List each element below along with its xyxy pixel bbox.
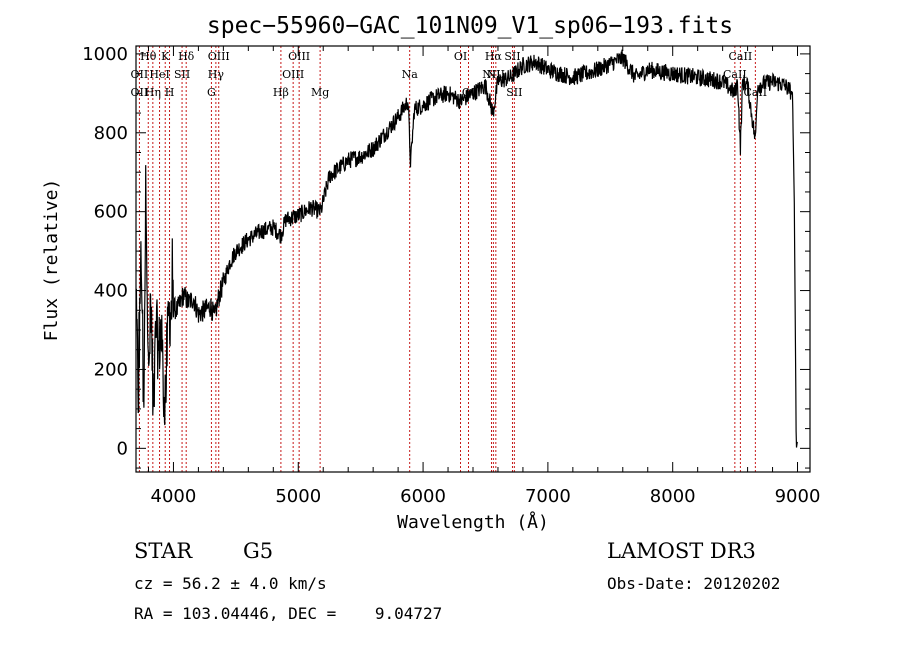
chart-title: spec−55960−GAC_101N09_V1_sp06−193.fits bbox=[207, 13, 733, 39]
y-axis-label: Flux (relative) bbox=[41, 179, 62, 342]
y-tick-label: 800 bbox=[94, 123, 128, 144]
spectral-line-label: CaII bbox=[743, 86, 767, 99]
spectral-line-label: Hθ bbox=[140, 50, 157, 63]
object-subclass: G5 bbox=[243, 539, 273, 563]
spectral-line-label: CaII bbox=[723, 68, 747, 81]
spectral-line-label: CaII bbox=[729, 50, 753, 63]
spectral-line-label: H bbox=[165, 86, 175, 99]
spectral-line-label: K bbox=[161, 50, 170, 63]
y-tick-label: 1000 bbox=[82, 44, 128, 65]
y-tick-label: 200 bbox=[94, 359, 128, 380]
spectral-line-markers bbox=[138, 46, 756, 472]
spectral-line-label: NII bbox=[482, 68, 500, 81]
spectral-line-label: Hβ bbox=[273, 86, 289, 99]
spectral-line-label: OIII bbox=[288, 50, 310, 63]
survey-name: LAMOST DR3 bbox=[607, 539, 756, 563]
spectral-line-label: Mg bbox=[311, 86, 329, 99]
spectral-line-label: Hγ bbox=[208, 68, 225, 81]
x-tick-label: 7000 bbox=[525, 486, 571, 507]
y-axis-ticks: 0 200 400 600 800 1000 bbox=[82, 44, 810, 469]
obs-date: Obs-Date: 20120202 bbox=[607, 574, 780, 593]
x-tick-label: 4000 bbox=[151, 486, 197, 507]
spectral-line-label: SII bbox=[506, 86, 522, 99]
x-tick-label: 8000 bbox=[650, 486, 696, 507]
spectral-line-label: Hη bbox=[145, 86, 161, 99]
spectral-line-label: Na bbox=[402, 68, 419, 81]
spectral-line-label: G bbox=[207, 86, 216, 99]
y-tick-label: 600 bbox=[94, 202, 128, 223]
spectral-line-label: OIII bbox=[208, 50, 230, 63]
coordinates: RA = 103.04446, DEC = 9.04727 bbox=[134, 604, 442, 623]
plot-frame bbox=[135, 45, 811, 473]
spectral-line-label: OII bbox=[131, 86, 149, 99]
y-tick-label: 400 bbox=[94, 281, 128, 302]
spectral-line-label: OI bbox=[454, 50, 467, 63]
spectral-line-label: Hδ bbox=[178, 50, 195, 63]
spectral-line-label: Hα bbox=[485, 50, 503, 63]
spectral-line-label: OIII bbox=[282, 68, 304, 81]
object-class: STAR bbox=[134, 539, 193, 563]
x-axis-label: Wavelength (Å) bbox=[397, 511, 549, 533]
spectrum-line bbox=[135, 49, 798, 448]
spectral-line-label: SII bbox=[504, 50, 520, 63]
x-axis-ticks: 4000 5000 6000 7000 8000 9000 bbox=[147, 46, 821, 507]
spectral-line-label: OII bbox=[131, 68, 149, 81]
x-tick-label: 5000 bbox=[275, 486, 321, 507]
x-tick-label: 9000 bbox=[775, 486, 821, 507]
spectral-line-label: SII bbox=[174, 68, 190, 81]
redshift-readout: cz = 56.2 ± 4.0 km/s bbox=[134, 574, 327, 593]
y-tick-label: 0 bbox=[117, 438, 128, 459]
x-tick-label: 6000 bbox=[400, 486, 446, 507]
spectral-line-label: HeI bbox=[149, 68, 169, 81]
